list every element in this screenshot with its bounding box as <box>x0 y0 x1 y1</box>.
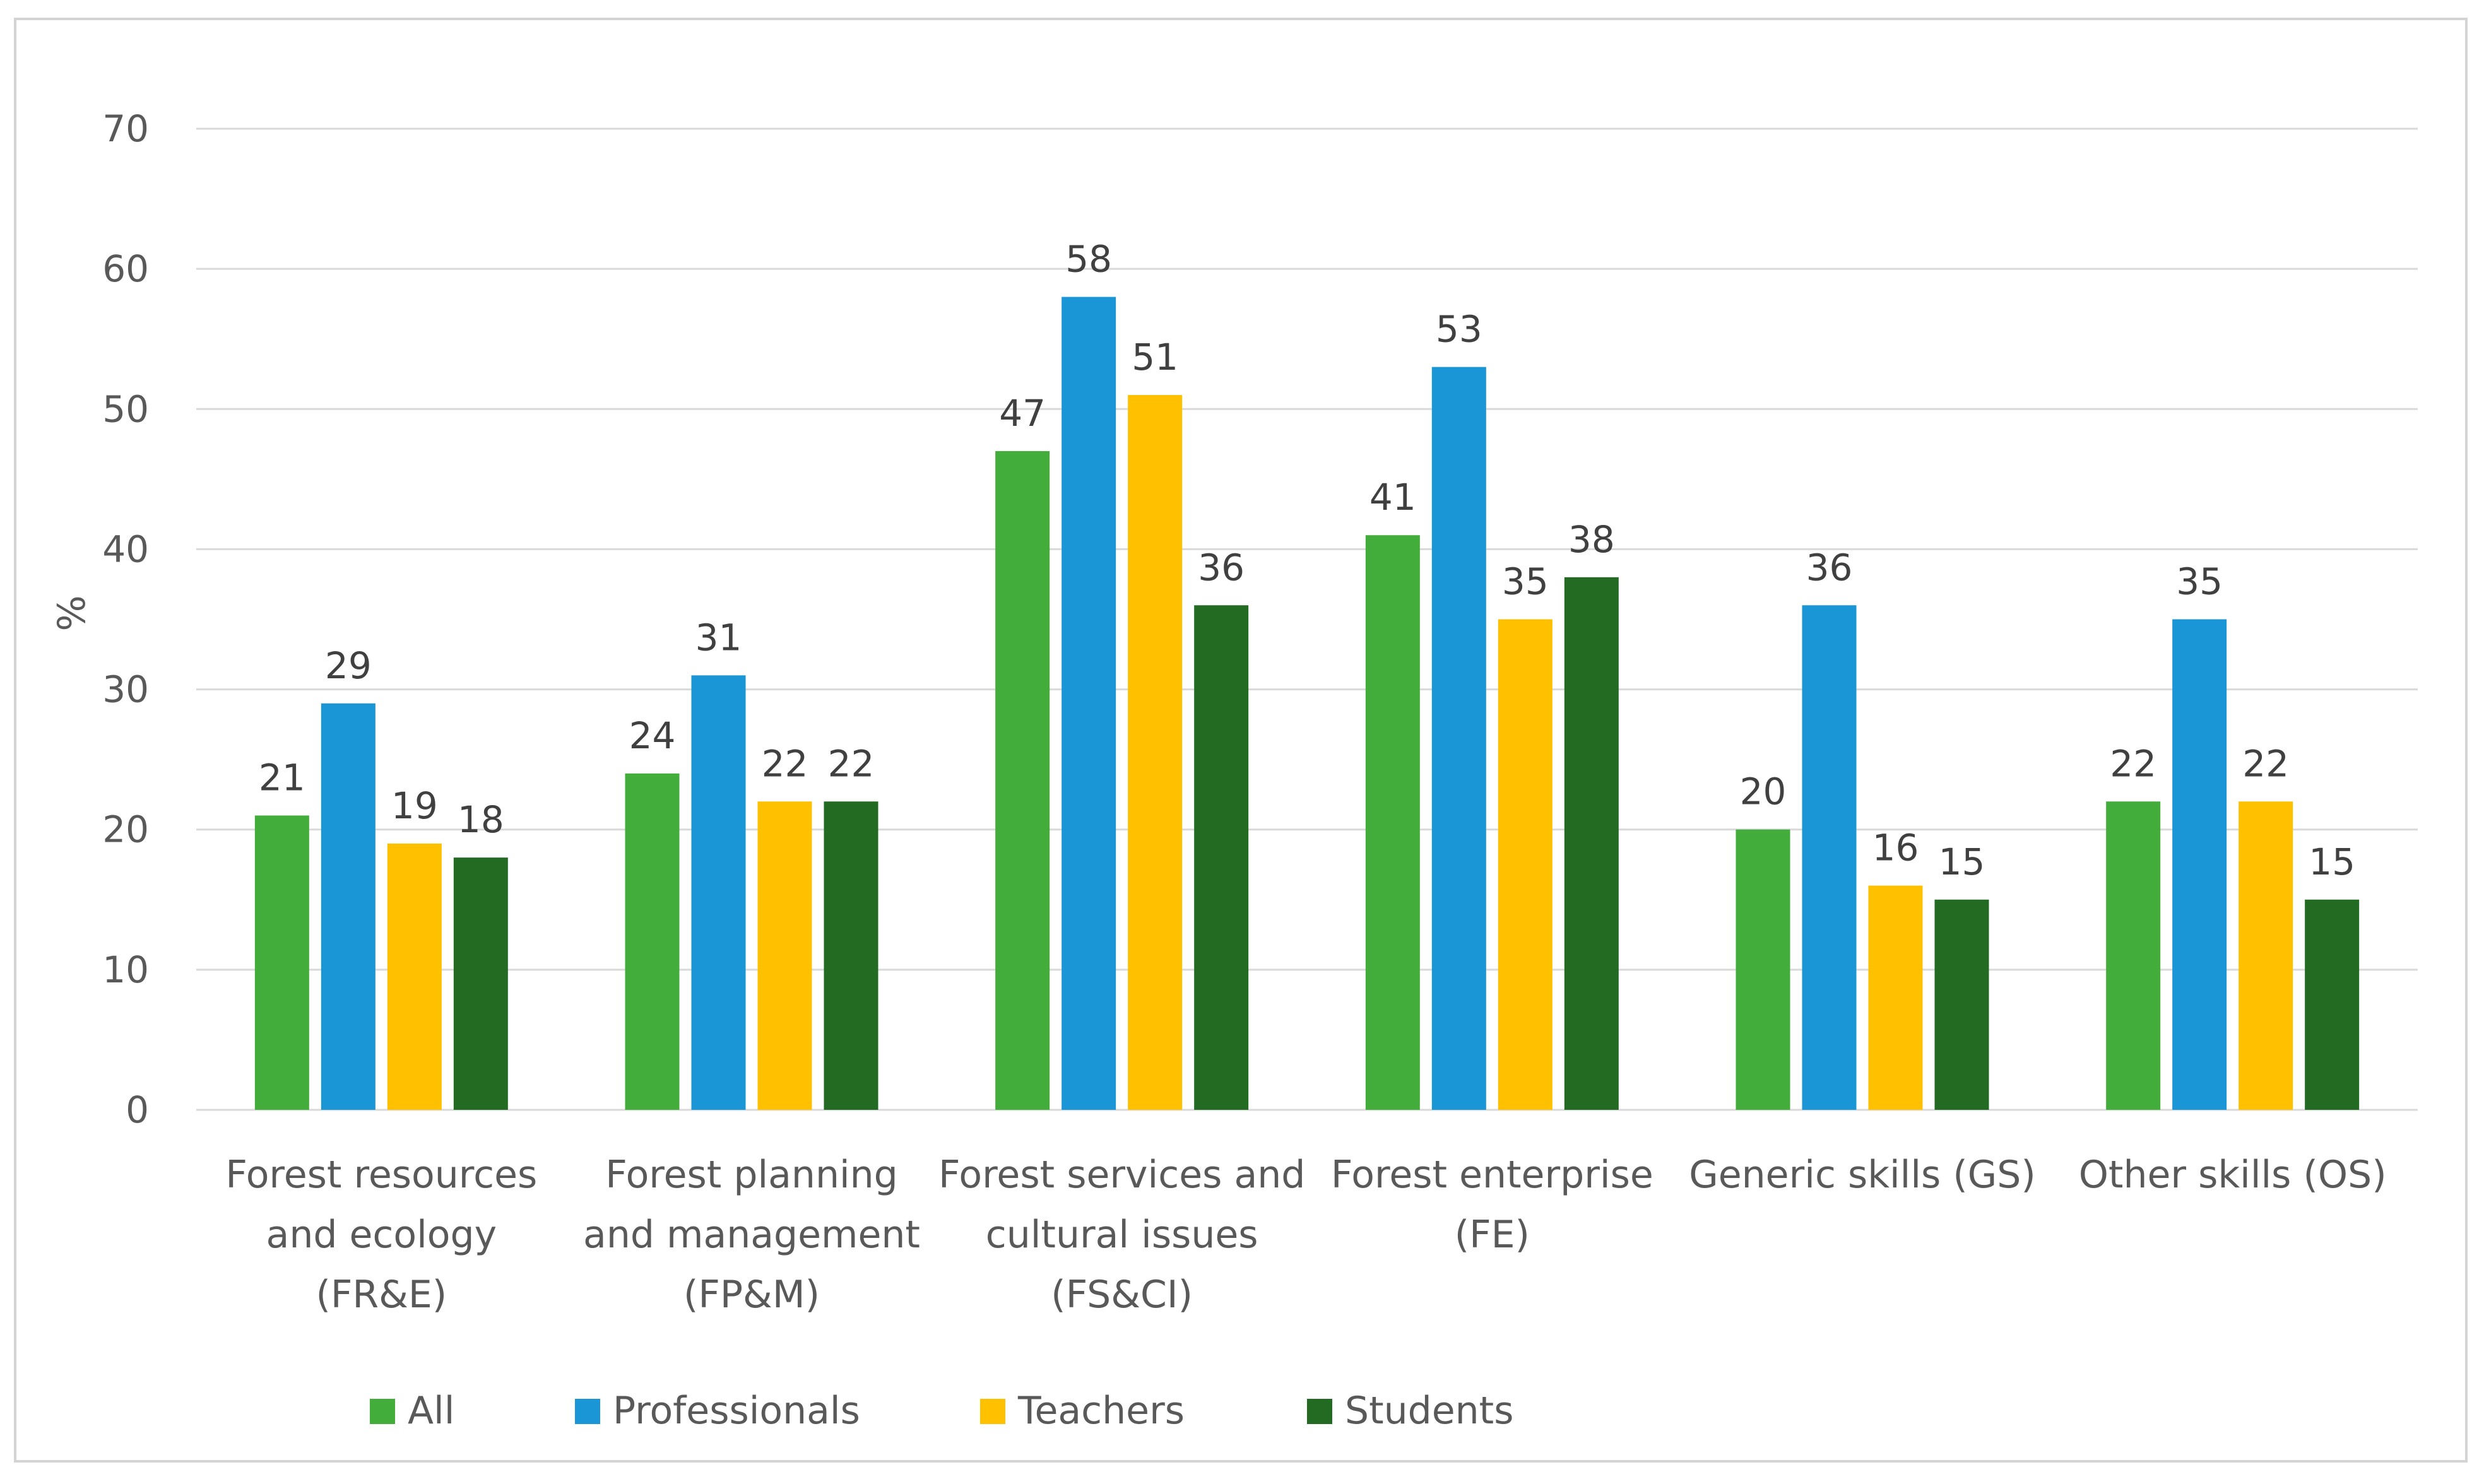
data-label-professionals-3: 53 <box>1436 308 1482 351</box>
bar-teachers-1 <box>757 801 812 1110</box>
category-label-1: Forest planning and management (FP&M) <box>583 1153 920 1317</box>
y-tick-label-50: 50 <box>102 387 149 430</box>
bar-teachers-2 <box>1128 395 1183 1110</box>
y-tick-label-10: 10 <box>102 948 149 991</box>
bars <box>254 297 2360 1110</box>
bar-students-0 <box>453 857 508 1110</box>
bar-teachers-5 <box>2239 801 2293 1110</box>
bar-all-1 <box>625 773 680 1110</box>
y-tick-label-70: 70 <box>102 107 149 150</box>
data-label-professionals-5: 35 <box>2176 560 2223 603</box>
bar-professionals-2 <box>1062 297 1116 1110</box>
data-label-all-0: 21 <box>259 757 305 799</box>
bar-chart: 0 10 20 30 40 50 60 70 21 24 47 41 20 22 29 31 58 53 36 35… <box>50 107 2418 1433</box>
bar-students-3 <box>1564 577 1619 1110</box>
bar-all-3 <box>1365 535 1420 1110</box>
data-label-teachers-4: 16 <box>1872 827 1919 869</box>
bar-all-4 <box>1736 829 1790 1110</box>
category-label-4: Generic skills (GS) <box>1689 1153 2036 1197</box>
data-label-all-3: 41 <box>1369 476 1416 519</box>
bar-students-5 <box>2305 899 2360 1110</box>
bar-professionals-0 <box>321 703 376 1110</box>
legend-swatch-professionals <box>575 1399 600 1424</box>
y-tick-label-0: 0 <box>126 1088 149 1131</box>
legend-swatch-students <box>1307 1399 1332 1424</box>
bar-teachers-3 <box>1498 619 1552 1110</box>
data-label-all-1: 24 <box>629 714 676 757</box>
data-label-students-0: 18 <box>458 798 504 841</box>
data-label-teachers-5: 22 <box>2242 742 2289 785</box>
legend-label-professionals: Professionals <box>613 1389 860 1433</box>
legend-label-all: All <box>408 1389 454 1433</box>
bar-professionals-1 <box>691 675 746 1110</box>
data-label-all-4: 20 <box>1740 770 1787 813</box>
bar-professionals-3 <box>1431 367 1486 1110</box>
y-tick-label-20: 20 <box>102 808 149 851</box>
bar-all-2 <box>995 450 1050 1110</box>
data-label-professionals-1: 31 <box>695 616 742 659</box>
bar-students-4 <box>1934 899 1989 1110</box>
data-label-professionals-4: 36 <box>1806 546 1853 589</box>
bar-all-5 <box>2106 801 2161 1110</box>
legend: All Professionals Teachers Students <box>370 1389 1513 1433</box>
x-axis-categories: Forest resources and ecology (FR&E) Forest … <box>225 1153 2386 1317</box>
legend-label-teachers: Teachers <box>1017 1389 1185 1433</box>
y-tick-label-60: 60 <box>102 247 149 290</box>
data-label-teachers-3: 35 <box>1502 560 1549 603</box>
bar-professionals-5 <box>2172 619 2227 1110</box>
legend-label-students: Students <box>1345 1389 1513 1433</box>
bar-students-1 <box>824 801 878 1110</box>
bar-teachers-4 <box>1868 885 1923 1110</box>
data-label-teachers-1: 22 <box>762 742 808 785</box>
y-tick-label-40: 40 <box>102 527 149 570</box>
bar-teachers-0 <box>387 843 442 1110</box>
data-labels: 21 24 47 41 20 22 29 31 58 53 36 35 19 22 51 35 16 22 18 22… <box>259 238 2355 883</box>
category-label-3: Forest enterprise (FE) <box>1331 1153 1653 1257</box>
data-label-students-3: 38 <box>1568 518 1615 561</box>
legend-swatch-all <box>370 1399 395 1424</box>
bar-all-0 <box>254 815 309 1110</box>
data-label-students-2: 36 <box>1198 546 1245 589</box>
category-label-2: Forest services and cultural issues (FS&CI… <box>938 1153 1305 1317</box>
y-axis-title: % <box>50 595 94 631</box>
bar-professionals-4 <box>1802 605 1857 1110</box>
data-label-students-1: 22 <box>828 742 875 785</box>
data-label-all-2: 47 <box>999 392 1046 435</box>
chart-frame: 0 10 20 30 40 50 60 70 21 24 47 41 20 22 29 31 58 53 36 35… <box>14 18 2468 1463</box>
gridlines <box>196 127 2418 1111</box>
category-label-5: Other skills (OS) <box>2079 1153 2387 1197</box>
data-label-students-4: 15 <box>1939 840 1985 883</box>
legend-swatch-teachers <box>980 1399 1005 1424</box>
data-label-teachers-0: 19 <box>391 784 438 827</box>
data-label-students-5: 15 <box>2309 840 2355 883</box>
data-label-professionals-2: 58 <box>1065 238 1112 281</box>
bar-students-2 <box>1194 605 1249 1110</box>
data-label-teachers-2: 51 <box>1132 336 1178 379</box>
data-label-all-5: 22 <box>2110 742 2156 785</box>
category-label-0: Forest resources and ecology (FR&E) <box>225 1153 537 1317</box>
y-axis-ticks: 0 10 20 30 40 50 60 70 <box>102 107 149 1131</box>
data-label-professionals-0: 29 <box>325 644 372 687</box>
y-tick-label-30: 30 <box>102 668 149 711</box>
